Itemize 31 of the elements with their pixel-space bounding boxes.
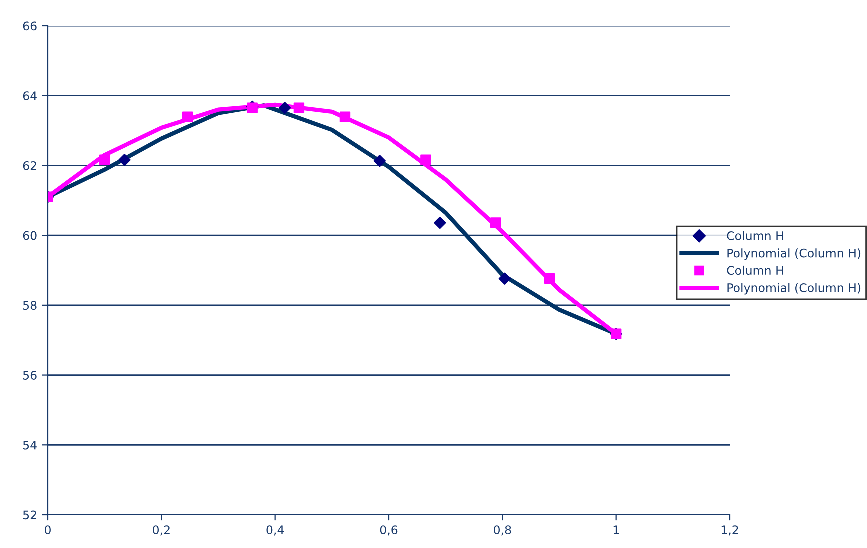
y-tick-label: 64 [23,92,37,101]
point [294,102,305,114]
x-tick-label: 0,4 [266,526,284,536]
x-tick-label: 0,8 [494,526,512,536]
legend-label: Column H [727,266,784,276]
point [498,272,512,285]
legend-label: Polynomial (Column H) [728,283,861,295]
point [340,112,351,123]
point [544,274,556,284]
x-tick-label: 0 [45,526,51,535]
y-tick-label: 52 [23,510,36,520]
y-tick-label: 60 [23,231,37,240]
y-tick-label: 58 [23,301,37,310]
y-tick-label: 66 [23,22,37,31]
point [182,112,194,123]
x-tick-label: 1 [614,526,619,534]
y-tick-label: 56 [23,371,37,380]
x-tick-label: 1,2 [722,526,738,536]
legend-label: Column H [727,231,784,240]
point [278,102,292,114]
point [99,154,110,166]
y-tick-label: 54 [23,441,37,450]
point [490,218,502,228]
point [434,216,446,230]
point [118,154,131,166]
legend-label: Polynomial (Column H) [728,248,861,260]
point [420,154,432,166]
point [374,155,386,168]
x-tick-label: 0,2 [153,526,170,536]
y-tick-label: 62 [23,161,36,170]
x-tick-label: 0,6 [380,526,398,536]
